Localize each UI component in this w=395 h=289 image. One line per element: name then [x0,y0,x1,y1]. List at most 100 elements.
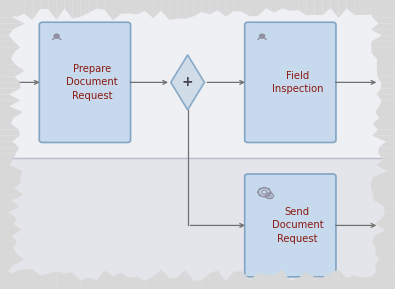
Text: +: + [182,75,194,89]
Polygon shape [377,77,395,83]
Polygon shape [372,136,395,142]
Polygon shape [129,277,137,289]
Polygon shape [266,275,274,289]
Polygon shape [8,271,16,289]
Polygon shape [384,206,395,212]
Polygon shape [0,260,24,265]
Polygon shape [314,0,322,15]
Polygon shape [371,41,395,47]
Circle shape [271,193,273,194]
Polygon shape [371,24,395,29]
Polygon shape [266,0,274,12]
Polygon shape [375,106,395,112]
FancyBboxPatch shape [248,25,333,82]
FancyBboxPatch shape [248,176,333,225]
Polygon shape [185,270,194,289]
Polygon shape [0,83,21,88]
Polygon shape [258,0,266,16]
Polygon shape [0,189,24,194]
Polygon shape [0,248,17,254]
Polygon shape [0,18,24,24]
Circle shape [271,198,273,199]
Polygon shape [81,0,88,17]
Polygon shape [379,272,387,289]
Polygon shape [372,242,395,248]
Polygon shape [0,29,13,35]
Circle shape [267,193,269,194]
Polygon shape [242,0,250,16]
Polygon shape [40,0,48,9]
Polygon shape [0,147,19,153]
FancyBboxPatch shape [245,174,336,277]
Polygon shape [177,270,185,289]
Polygon shape [105,0,113,20]
Polygon shape [381,83,395,88]
Polygon shape [339,270,347,289]
Polygon shape [378,147,395,153]
Polygon shape [377,65,395,71]
Polygon shape [210,270,218,289]
Polygon shape [0,277,23,283]
Polygon shape [282,269,290,289]
Polygon shape [298,0,307,15]
Polygon shape [371,177,395,183]
Polygon shape [372,18,395,24]
Polygon shape [218,270,226,289]
Polygon shape [375,112,395,118]
Polygon shape [307,0,314,15]
Polygon shape [371,12,395,18]
Polygon shape [0,212,17,218]
Polygon shape [376,159,395,165]
Polygon shape [347,0,355,15]
FancyBboxPatch shape [0,158,395,289]
Polygon shape [376,254,395,260]
Polygon shape [201,273,210,289]
Polygon shape [40,274,48,289]
Polygon shape [73,0,81,18]
Polygon shape [0,6,20,12]
Circle shape [267,188,270,190]
Circle shape [259,194,261,196]
Polygon shape [298,272,307,289]
Polygon shape [0,183,21,189]
Polygon shape [48,272,56,289]
Polygon shape [113,0,121,20]
Circle shape [265,195,267,197]
Polygon shape [0,153,16,159]
Polygon shape [363,0,371,15]
FancyBboxPatch shape [0,0,395,158]
Polygon shape [201,0,210,14]
Polygon shape [373,124,395,130]
Polygon shape [371,47,395,53]
Polygon shape [387,272,395,289]
Polygon shape [290,278,298,289]
Polygon shape [0,201,19,206]
Polygon shape [0,95,21,100]
Polygon shape [375,260,395,265]
Polygon shape [371,277,395,283]
Polygon shape [373,194,395,201]
Polygon shape [379,0,387,16]
Polygon shape [0,271,23,277]
Circle shape [263,187,265,189]
Polygon shape [8,0,16,17]
Polygon shape [371,6,395,12]
Polygon shape [282,0,290,11]
Polygon shape [0,206,19,212]
Polygon shape [169,277,177,289]
Circle shape [54,34,60,38]
Polygon shape [0,165,23,171]
Polygon shape [0,65,24,71]
Polygon shape [24,269,32,289]
Polygon shape [307,272,314,289]
Polygon shape [145,277,153,289]
Polygon shape [371,271,395,277]
Polygon shape [372,53,395,59]
Polygon shape [250,0,258,16]
Polygon shape [274,269,282,289]
Polygon shape [0,112,23,118]
Polygon shape [137,277,145,289]
Polygon shape [0,71,24,77]
Polygon shape [88,0,97,13]
Polygon shape [371,29,395,35]
